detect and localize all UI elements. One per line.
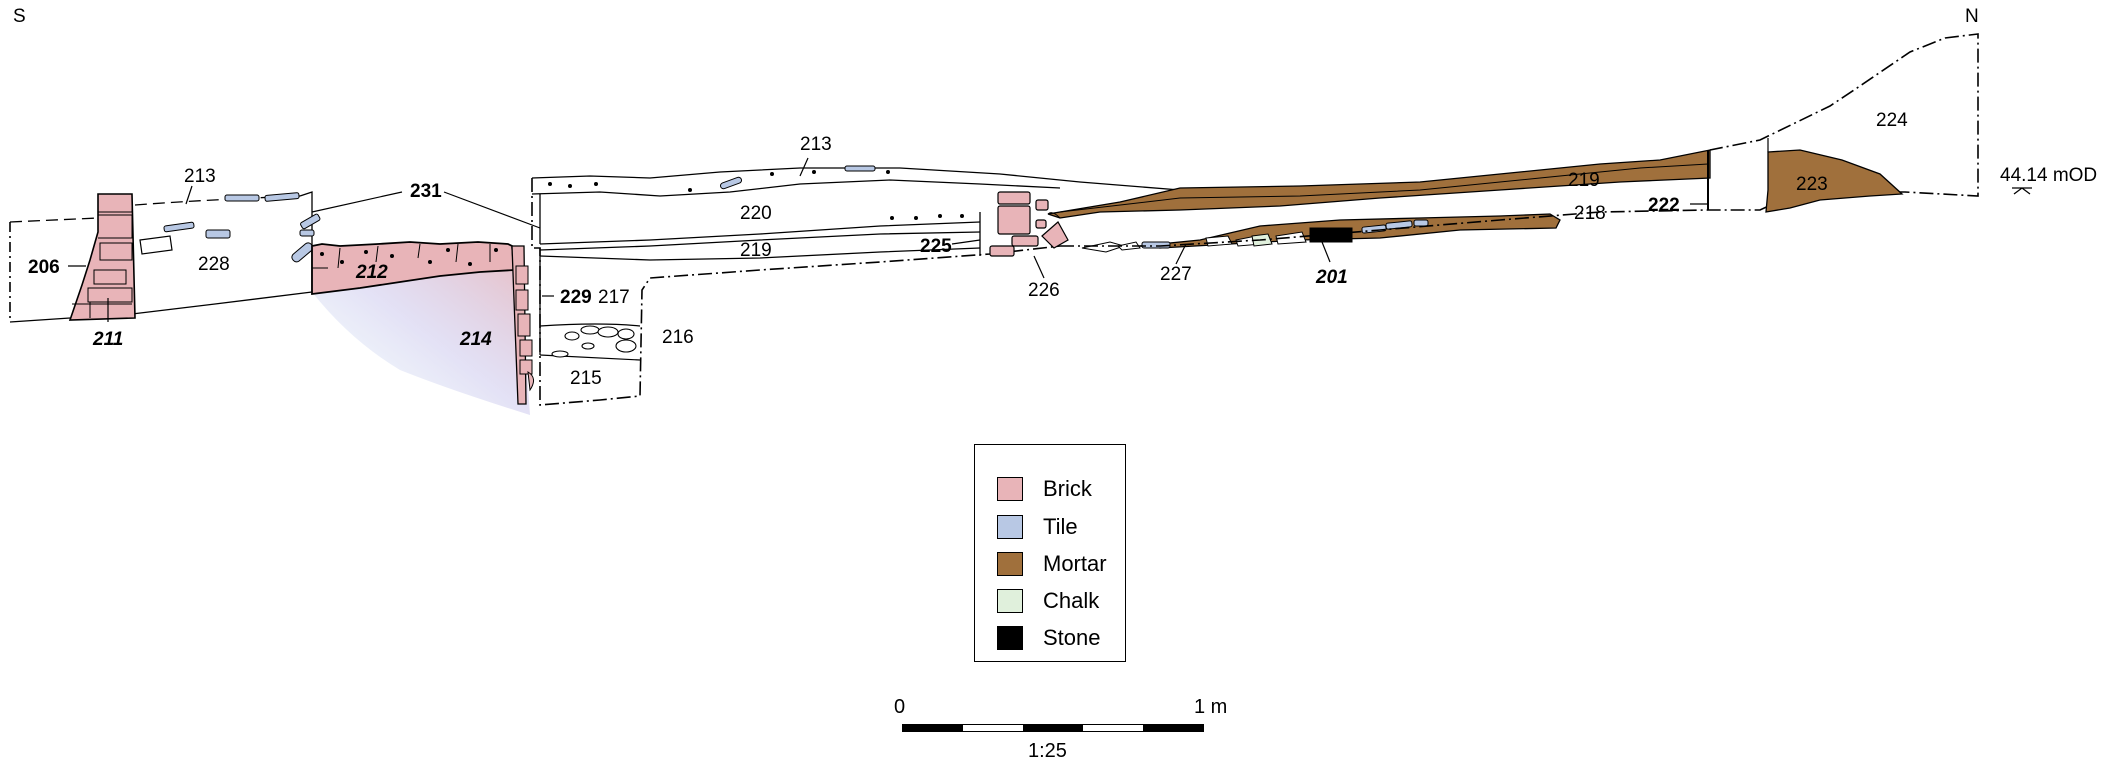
label-225: 225 [920, 236, 952, 257]
leader-226 [1033, 255, 1045, 279]
label-219-centre: 219 [740, 240, 772, 261]
leader-231-right [443, 191, 541, 229]
bricks-226 [989, 191, 1069, 257]
leader-227 [1175, 243, 1187, 265]
label-216: 216 [662, 327, 694, 348]
label-213-left: 213 [184, 166, 216, 187]
feature-214-fill [312, 248, 530, 415]
legend-swatch-brick [997, 477, 1023, 501]
legend-item-brick: Brick [997, 476, 1092, 501]
legend-label-tile: Tile [1043, 514, 1078, 539]
legend-swatch-stone [997, 626, 1023, 650]
label-213-right: 213 [800, 134, 832, 155]
legend-label-brick: Brick [1043, 476, 1092, 501]
legend-swatch-chalk [997, 589, 1023, 613]
legend-swatch-tile [997, 515, 1023, 539]
label-211: 211 [92, 329, 123, 350]
stones-215 [551, 325, 637, 358]
scale-bar-ticks [902, 724, 1204, 732]
cut-line-right [1060, 33, 1979, 247]
label-206: 206 [28, 257, 60, 278]
label-217: 217 [598, 287, 630, 308]
label-214: 214 [459, 329, 492, 350]
upper-dashed-line-213 [134, 195, 301, 206]
leader-225 [951, 239, 981, 245]
legend-item-mortar: Mortar [997, 551, 1107, 576]
tiles-213 [548, 165, 890, 192]
brick-wall-214 [511, 245, 534, 405]
base-line-left [9, 291, 313, 323]
leader-213-right [799, 157, 809, 177]
scale-ratio-label: 1:25 [1028, 740, 1067, 762]
cut-edge-left [299, 191, 313, 292]
label-222: 222 [1648, 195, 1680, 216]
scale-start-label: 0 [894, 696, 906, 718]
label-229: 229 [560, 287, 592, 308]
leader-213-left [185, 185, 193, 205]
label-226: 226 [1028, 280, 1060, 301]
line-215-top [539, 323, 641, 327]
scale-end-label: 1 m [1194, 696, 1228, 718]
upper-dashed-line-left [9, 217, 99, 223]
dots-220 [890, 214, 964, 220]
label-228: 228 [198, 254, 230, 275]
label-219-right: 219 [1568, 170, 1600, 191]
wall-211 [68, 193, 136, 321]
scale-bar: 0 1 m 1:25 [894, 696, 1227, 766]
line-219-top [539, 231, 981, 251]
legend-swatch-mortar [997, 552, 1023, 576]
line-213-top [531, 167, 1181, 191]
label-231: 231 [410, 181, 442, 202]
line-220-base [539, 221, 981, 245]
datum-label: 44.14 mOD [2000, 165, 2097, 186]
inclusions-227 [1081, 219, 1429, 253]
line-219-base [539, 247, 981, 261]
label-224: 224 [1876, 110, 1908, 131]
leader-201 [1321, 241, 1331, 263]
legend-item-tile: Tile [997, 514, 1078, 539]
label-220: 220 [740, 203, 772, 224]
mortar-layer-219 [1047, 149, 1711, 219]
label-201: 201 [1315, 267, 1348, 288]
legend: Brick Tile Mortar Chalk Stone [974, 444, 1126, 662]
cut-line-centre [531, 178, 1061, 406]
tile-fragments-228 [139, 192, 321, 263]
south-label: S [13, 6, 26, 27]
north-label: N [1965, 6, 1979, 27]
legend-item-chalk: Chalk [997, 588, 1100, 613]
label-212: 212 [355, 262, 388, 283]
mortar-layer-223 [1765, 149, 1904, 213]
brick-layer-212 [311, 241, 515, 296]
legend-label-mortar: Mortar [1043, 551, 1107, 576]
datum-arrow-icon [2012, 187, 2032, 195]
label-227: 227 [1160, 264, 1192, 285]
label-223: 223 [1796, 174, 1828, 195]
leader-231-left [311, 191, 403, 213]
legend-item-stone: Stone [997, 625, 1101, 650]
legend-label-chalk: Chalk [1043, 588, 1100, 613]
label-215: 215 [570, 368, 602, 389]
line-213-bottom [531, 179, 1061, 197]
legend-label-stone: Stone [1043, 625, 1101, 650]
